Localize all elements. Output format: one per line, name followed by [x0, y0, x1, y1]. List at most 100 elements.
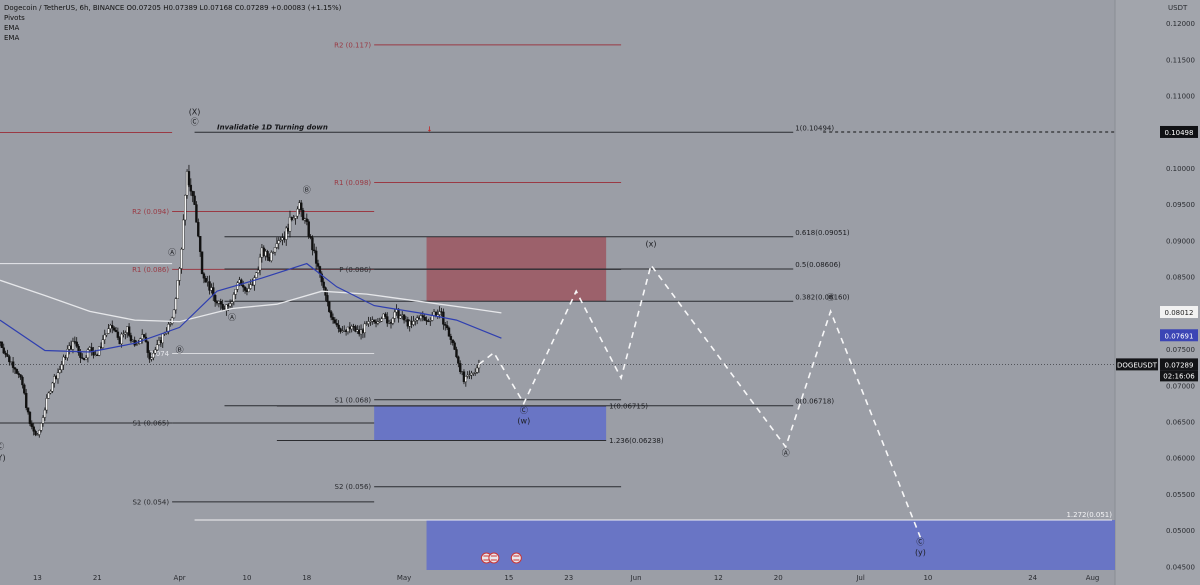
candle-body: [124, 332, 127, 335]
candle-body: [47, 392, 50, 399]
candle-body: [161, 333, 164, 344]
candle-body: [41, 417, 45, 424]
candle: [169, 319, 172, 327]
candle: [453, 340, 456, 350]
candle-body: [202, 273, 206, 279]
candle-body: [475, 367, 479, 373]
candle-body: [311, 237, 314, 251]
candle-body: [142, 334, 146, 338]
candle-body: [386, 316, 389, 324]
candle: [32, 422, 35, 436]
candle: [60, 360, 63, 373]
candle-body: [51, 382, 54, 392]
price-label-bg: [1160, 306, 1198, 319]
candle-body: [316, 263, 320, 267]
candle: [256, 266, 260, 274]
candle-body: [11, 361, 15, 368]
candle: [255, 272, 258, 279]
price-label: 0.07691: [1165, 332, 1194, 340]
candle: [445, 320, 449, 330]
candle: [468, 370, 471, 380]
candle-body: [232, 294, 236, 302]
candle: [172, 309, 176, 319]
candle-body: [242, 285, 245, 288]
candle: [369, 317, 372, 326]
candle-body: [309, 236, 312, 238]
candle: [176, 280, 179, 299]
x-tick-label: 10: [923, 574, 932, 582]
candle: [182, 214, 185, 250]
candle-body: [213, 295, 217, 302]
candle-body: [354, 326, 357, 332]
candle-body: [399, 315, 402, 319]
candle-body: [6, 354, 9, 357]
candle: [19, 374, 22, 380]
candle: [242, 280, 245, 292]
candle-body: [380, 318, 383, 322]
candle: [329, 310, 333, 321]
candle: [144, 332, 148, 343]
candle: [58, 365, 62, 374]
candle-body: [292, 218, 295, 221]
candle-body: [32, 426, 35, 432]
indicator-ema-1[interactable]: EMA: [4, 24, 20, 32]
candle-body: [2, 347, 5, 354]
candle: [161, 332, 164, 348]
y-tick-label: 0.05500: [1166, 491, 1195, 499]
candle: [376, 318, 380, 326]
candle-body: [333, 319, 337, 324]
candle-body: [384, 313, 387, 317]
indicator-ema-2[interactable]: EMA: [4, 34, 20, 42]
y-tick-label: 0.09500: [1166, 201, 1195, 209]
candle: [116, 327, 120, 341]
candle: [455, 346, 458, 359]
candle: [53, 373, 56, 388]
candle: [270, 250, 273, 263]
candle: [197, 218, 200, 238]
candle-body: [30, 423, 34, 427]
candle: [191, 190, 194, 203]
candle: [49, 389, 52, 395]
candle: [333, 317, 337, 324]
candle-body: [464, 376, 468, 383]
candle-body: [62, 356, 65, 366]
candle-body: [15, 369, 19, 374]
candle: [66, 345, 69, 361]
candle-body: [84, 357, 88, 360]
indicator-pivots[interactable]: Pivots: [4, 14, 25, 22]
candle: [339, 327, 342, 334]
candle-body: [376, 321, 380, 324]
candle-body: [0, 341, 4, 348]
candle: [101, 335, 105, 350]
wave-label: (X): [189, 107, 201, 116]
candle: [154, 346, 157, 355]
candle-body: [36, 434, 39, 436]
candle: [447, 326, 451, 337]
candle-body: [17, 373, 20, 375]
candle: [415, 315, 419, 325]
candle-body: [429, 320, 432, 322]
x-tick-label: Jul: [855, 574, 865, 582]
candle-body: [101, 339, 105, 348]
candle: [412, 315, 415, 327]
price-scale: [1115, 0, 1200, 585]
candle: [335, 318, 338, 328]
candle: [122, 330, 125, 338]
candle: [234, 289, 237, 300]
candle: [114, 327, 118, 333]
candle-body: [111, 325, 114, 329]
candle: [472, 372, 475, 377]
candle-body: [266, 251, 269, 258]
y-tick-label: 0.09000: [1166, 237, 1195, 245]
x-tick-label: 13: [33, 574, 42, 582]
wave-label: Ⓐ: [228, 313, 236, 322]
candle-body: [114, 329, 118, 333]
candle-body: [116, 331, 120, 338]
candle-body: [320, 273, 323, 283]
candle-body: [13, 367, 17, 370]
blue-zone-y: [426, 520, 1116, 570]
candle: [62, 354, 65, 370]
candle-body: [412, 321, 415, 325]
candle-body: [415, 317, 419, 321]
